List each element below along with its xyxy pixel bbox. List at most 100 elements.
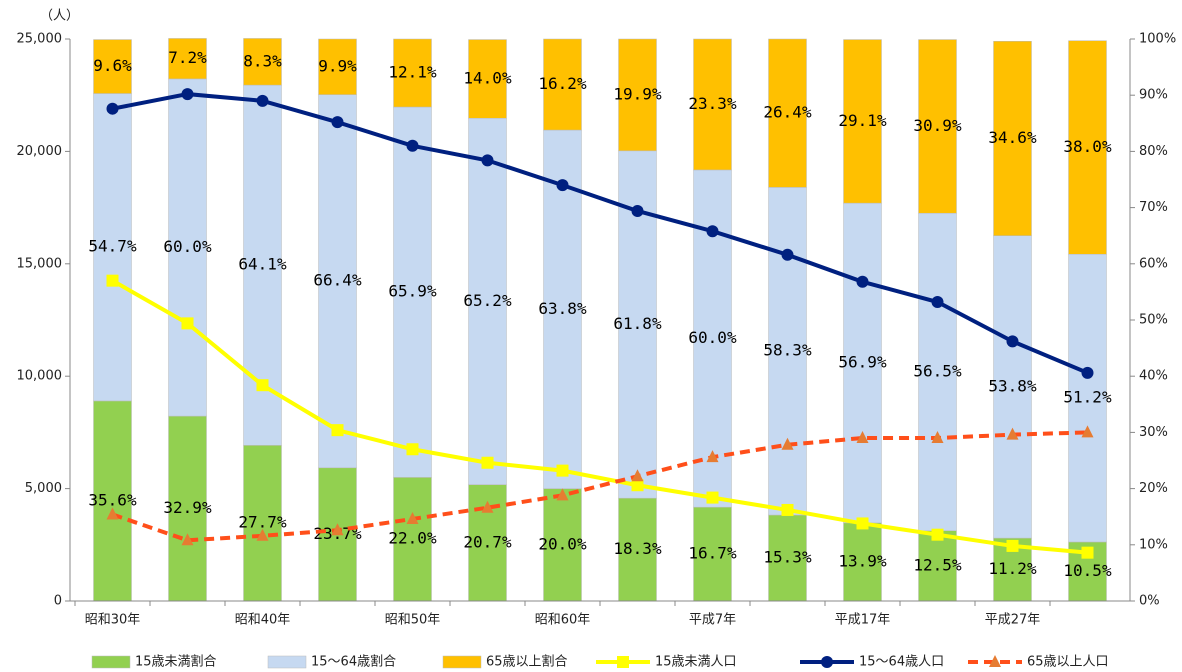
line-marker — [706, 225, 719, 238]
line-marker — [556, 488, 569, 501]
line-marker — [781, 437, 794, 450]
line-marker — [556, 179, 569, 192]
value-label: 9.6% — [93, 56, 132, 75]
value-label: 64.1% — [238, 255, 287, 274]
bar-segment — [393, 477, 432, 602]
value-label: 22.0% — [388, 529, 437, 548]
y2-tick-label: 40% — [1139, 369, 1168, 384]
bar-segment — [318, 38, 357, 95]
bar-segment — [918, 39, 957, 214]
y-axis-unit: （人） — [40, 9, 79, 24]
line-marker — [631, 469, 644, 482]
value-label: 26.4% — [763, 103, 812, 122]
value-label: 18.3% — [613, 539, 662, 558]
line-marker — [406, 511, 419, 524]
y-tick-label: 20,000 — [17, 144, 63, 159]
value-label: 13.9% — [838, 551, 887, 570]
value-label: 10.5% — [1063, 561, 1112, 580]
y2-tick-label: 70% — [1139, 200, 1168, 215]
value-label: 29.1% — [838, 111, 887, 130]
line-marker — [556, 464, 569, 477]
value-label: 7.2% — [168, 48, 207, 67]
x-tick-label: 平成7年 — [689, 613, 736, 628]
line-marker — [181, 88, 194, 101]
line-marker — [856, 517, 869, 530]
legend-swatch — [267, 655, 307, 669]
bar-segment — [168, 38, 207, 80]
bar-segment — [468, 39, 507, 119]
y-tick-label: 0 — [54, 594, 62, 609]
line — [111, 278, 1088, 555]
value-label: 66.4% — [313, 271, 362, 290]
value-label: 32.9% — [163, 498, 212, 517]
value-label: 19.9% — [613, 84, 662, 103]
y2-tick-label: 100% — [1139, 32, 1176, 47]
y-tick-label: 5,000 — [25, 481, 62, 496]
value-label: 63.8% — [538, 299, 587, 318]
value-label: 16.2% — [538, 74, 587, 93]
line-marker — [406, 139, 419, 152]
value-label: 51.2% — [1063, 388, 1112, 407]
bar-segment — [768, 187, 807, 516]
value-label: 20.0% — [538, 534, 587, 553]
y2-tick-label: 90% — [1139, 88, 1168, 103]
line-marker — [256, 94, 269, 107]
line-marker — [481, 456, 494, 469]
y2-tick-label: 60% — [1139, 256, 1168, 271]
x-tick-label: 昭和40年 — [235, 613, 291, 628]
bar-segment — [1068, 253, 1107, 543]
bar-segment — [93, 400, 132, 602]
line-marker — [181, 533, 194, 546]
line-marker — [331, 116, 344, 129]
bar-segment — [693, 38, 732, 171]
y-tick-label: 25,000 — [17, 32, 63, 47]
line — [112, 92, 1089, 375]
line-marker — [781, 503, 794, 516]
line-marker — [856, 431, 869, 444]
bar-segment — [168, 415, 207, 602]
legend-marker — [989, 655, 1001, 667]
line-marker — [331, 523, 344, 536]
value-label: 12.5% — [913, 555, 962, 574]
x-tick-label: 昭和30年 — [85, 613, 141, 628]
x-tick-label: 平成27年 — [985, 613, 1041, 628]
value-label: 30.9% — [913, 116, 962, 135]
bar-segment — [768, 38, 807, 188]
y2-tick-label: 80% — [1139, 144, 1168, 159]
line-marker — [631, 204, 644, 217]
bar-segment — [393, 106, 432, 478]
legend-marker — [617, 656, 629, 668]
y2-tick-label: 50% — [1139, 313, 1168, 328]
line-marker — [706, 450, 719, 463]
value-label: 12.1% — [388, 63, 437, 82]
value-labels: 35.6%32.9%27.7%23.7%22.0%20.7%20.0%18.3%… — [88, 48, 1112, 580]
line-marker — [931, 431, 944, 444]
line-marker — [1006, 427, 1019, 440]
bar-segment — [93, 93, 132, 402]
legend-label: 15歳未満人口 — [655, 655, 737, 670]
line-marker — [481, 500, 494, 513]
bar-segment — [468, 117, 507, 485]
legend-label: 65歳以上人口 — [1027, 655, 1109, 670]
x-tick-label: 平成17年 — [835, 613, 891, 628]
y2-tick-label: 20% — [1139, 481, 1168, 496]
value-label: 56.5% — [913, 361, 962, 380]
line-marker — [481, 154, 494, 167]
bar-segment — [993, 235, 1032, 539]
legend-label: 15～64歳割合 — [311, 654, 396, 670]
value-label: 20.7% — [463, 532, 512, 551]
line-marker — [931, 296, 944, 309]
x-tick-label: 昭和50年 — [385, 613, 441, 628]
bar-segment — [843, 522, 882, 602]
line-marker — [106, 102, 119, 115]
value-label: 15.3% — [763, 548, 812, 567]
value-label: 35.6% — [88, 490, 137, 509]
line-marker — [1081, 546, 1094, 559]
line-marker — [106, 507, 119, 520]
bar-segment — [618, 497, 657, 602]
value-label: 56.9% — [838, 352, 887, 371]
line-marker — [1081, 425, 1094, 438]
value-label: 23.3% — [688, 94, 737, 113]
legend-swatch — [442, 655, 482, 669]
bar-segment — [843, 202, 882, 524]
